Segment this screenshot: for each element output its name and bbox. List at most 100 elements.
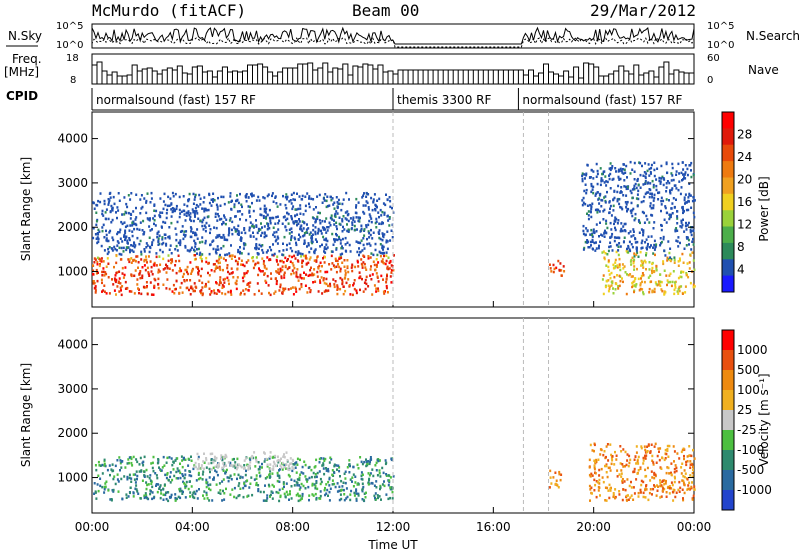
data-cell [211, 452, 214, 455]
data-cell [655, 178, 658, 181]
data-cell [642, 233, 645, 237]
data-cell [131, 249, 134, 252]
data-cell [258, 199, 261, 202]
data-cell [553, 267, 556, 271]
data-cell [640, 264, 642, 267]
data-cell [276, 455, 279, 458]
data-cell [231, 220, 234, 224]
data-cell [377, 459, 380, 463]
data-cell [675, 170, 678, 173]
data-cell [687, 484, 690, 487]
data-cell [367, 481, 370, 485]
data-cell [276, 471, 279, 475]
data-cell [362, 485, 365, 489]
data-cell [375, 265, 378, 268]
data-cell [202, 460, 205, 463]
data-cell [320, 276, 323, 279]
data-cell [230, 228, 233, 232]
data-cell [667, 257, 670, 261]
data-cell [653, 193, 656, 197]
data-cell [126, 239, 129, 242]
data-cell [296, 492, 299, 496]
data-cell [652, 461, 655, 464]
data-cell [677, 276, 680, 280]
data-cell [249, 281, 252, 284]
data-cell [276, 260, 278, 263]
data-cell [379, 487, 381, 491]
data-cell [119, 469, 121, 472]
data-cell [609, 489, 612, 492]
data-cell [257, 247, 260, 250]
data-cell [141, 266, 144, 269]
data-cell [605, 445, 608, 448]
data-cell [327, 470, 330, 473]
data-cell [258, 269, 261, 272]
data-cell [214, 263, 216, 266]
data-cell [261, 270, 264, 273]
data-cell [287, 464, 290, 467]
data-cell [618, 493, 621, 496]
data-cell [205, 466, 208, 469]
data-cell [351, 265, 354, 268]
data-cell [587, 214, 590, 217]
data-cell [389, 496, 392, 500]
data-cell [237, 484, 240, 488]
data-cell [210, 198, 213, 201]
data-cell [94, 286, 97, 289]
data-cell [266, 475, 269, 479]
data-cell [665, 186, 668, 189]
data-cell [259, 474, 262, 477]
data-cell [221, 283, 224, 287]
data-cell [196, 497, 199, 500]
data-cell [289, 260, 292, 263]
data-cell [210, 461, 213, 465]
data-cell [369, 215, 372, 218]
data-cell [110, 468, 113, 471]
data-cell [115, 211, 117, 214]
data-cell [662, 487, 665, 490]
data-cell [145, 281, 148, 284]
data-cell [353, 224, 356, 228]
data-cell [273, 231, 276, 234]
data-cell [319, 211, 321, 215]
data-cell [227, 461, 230, 464]
data-cell [293, 236, 296, 239]
data-cell [355, 497, 358, 501]
data-cell [346, 265, 349, 268]
data-cell [328, 484, 331, 487]
data-cell [649, 488, 652, 491]
data-cell [304, 284, 307, 287]
data-cell [189, 293, 192, 296]
data-cell [363, 228, 366, 231]
data-cell [591, 238, 594, 242]
data-cell [655, 494, 658, 497]
data-cell [235, 467, 238, 471]
data-cell [385, 241, 388, 244]
data-cell [621, 229, 624, 233]
data-cell [646, 245, 649, 248]
data-cell [668, 217, 671, 221]
data-cell [252, 235, 255, 238]
data-cell [621, 207, 624, 211]
data-cell [620, 472, 623, 475]
data-cell [374, 242, 377, 246]
data-cell [651, 179, 654, 183]
data-cell [336, 259, 339, 263]
data-cell [682, 261, 685, 264]
data-cell [185, 480, 188, 484]
data-cell [198, 269, 200, 273]
data-cell [219, 278, 222, 282]
data-cell [617, 287, 620, 290]
data-cell [613, 463, 616, 466]
data-cell [614, 496, 616, 500]
data-cell [103, 491, 106, 494]
data-cell [286, 467, 289, 470]
data-cell [614, 288, 617, 291]
data-cell [94, 291, 97, 294]
data-cell [130, 290, 133, 293]
data-cell [197, 457, 200, 461]
data-cell [290, 478, 293, 481]
data-cell [228, 272, 231, 276]
data-cell [319, 477, 322, 481]
data-cell [117, 480, 120, 483]
